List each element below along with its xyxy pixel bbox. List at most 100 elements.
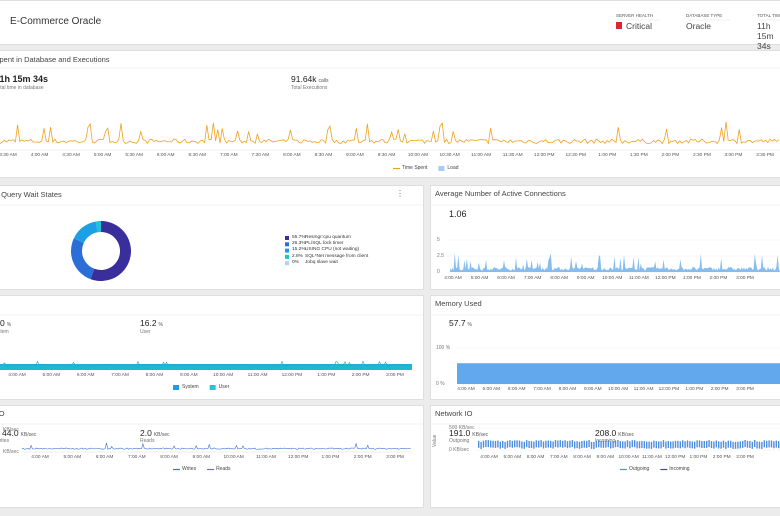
- y-tick-label: 5: [437, 236, 440, 243]
- series-bar: [562, 440, 564, 448]
- series-bar: [490, 440, 492, 448]
- series-band: [0, 364, 412, 370]
- series-line: [0, 360, 412, 366]
- panel-title: Memory Used: [435, 299, 482, 308]
- series-bar: [610, 441, 612, 449]
- page-title: E-Commerce Oracle: [10, 16, 102, 27]
- series-bar: [648, 441, 650, 449]
- unit: KB/sec: [153, 432, 170, 438]
- series-line: [21, 442, 411, 450]
- x-tick-label: 12:30 PM: [565, 153, 587, 158]
- series-bar: [653, 440, 655, 448]
- x-tick-label: 1:30 PM: [629, 153, 648, 158]
- panel-title: Disk IO: [0, 409, 5, 418]
- donut-slice: [71, 238, 95, 280]
- x-tick-label: 3:00 PM: [736, 387, 754, 392]
- x-tick-label: 1:00 PM: [317, 373, 336, 378]
- series-bar: [727, 440, 729, 448]
- metric-label: Total Executions: [291, 85, 328, 91]
- x-tick-label: 10:30 AM: [439, 153, 460, 158]
- series-bar: [578, 441, 581, 449]
- x-tick-label: 12:00 PM: [281, 373, 303, 378]
- series-bar: [492, 440, 494, 448]
- series-bar: [763, 440, 765, 448]
- x-tick-label: 6:00 AM: [526, 455, 545, 460]
- x-tick-label: 7:00 AM: [128, 455, 146, 460]
- series-bar: [670, 441, 672, 449]
- legend-label: Reads: [216, 466, 231, 472]
- x-tick-label: 3:00 PM: [736, 276, 754, 281]
- x-tick-label: 10:00 AM: [213, 373, 234, 378]
- series-bar: [650, 441, 653, 449]
- legend-value: 26.3%: [292, 241, 306, 246]
- series-bar: [638, 441, 641, 449]
- legend-value: 15.2%: [292, 247, 306, 253]
- y-tick-label: KB/sec: [3, 427, 19, 433]
- x-tick-label: 9:30 AM: [377, 153, 396, 158]
- x-tick-label: 12:00 PM: [655, 276, 676, 281]
- series-bar: [590, 441, 593, 449]
- x-tick-label: 2:00 PM: [712, 455, 731, 460]
- x-tick-label: 10:00 AM: [608, 387, 629, 392]
- legend-swatch: [285, 254, 289, 259]
- label: TOTAL TIME: [757, 13, 780, 18]
- series-bar: [598, 440, 600, 448]
- menu-icon: ⋮: [396, 189, 404, 198]
- series-bar: [646, 441, 648, 449]
- series-bar: [504, 441, 506, 449]
- series-bar: [761, 441, 763, 449]
- donut-slice: [73, 221, 98, 243]
- series-bar: [487, 440, 489, 448]
- x-tick-label: 7:00 AM: [111, 373, 129, 378]
- metric-label: Incoming: [595, 438, 616, 444]
- metric-value: 91.64k calls: [291, 74, 329, 84]
- series-bar: [583, 440, 585, 448]
- series-bar: [689, 441, 691, 449]
- legend-swatch: [438, 166, 445, 171]
- series-bar: [612, 441, 614, 449]
- y-tick-label: KB/sec: [3, 449, 19, 455]
- series-bar: [720, 441, 722, 449]
- series-bar: [674, 440, 677, 448]
- series-bar: [593, 441, 595, 449]
- series-bar: [665, 441, 667, 449]
- series-bar: [768, 440, 770, 448]
- x-tick-label: 10:00 AM: [618, 455, 639, 460]
- series-bar: [535, 440, 537, 448]
- series-bar: [698, 440, 701, 448]
- x-tick-label: 1:00 PM: [685, 387, 704, 392]
- metric-value: 11h 15m 34s: [0, 74, 49, 84]
- x-tick-label: 2:00 PM: [661, 153, 680, 158]
- series-bar: [547, 440, 549, 448]
- series-bar: [682, 440, 684, 448]
- series-bar: [518, 440, 521, 448]
- series-area: [457, 363, 780, 384]
- x-tick-label: 8:00 AM: [160, 455, 178, 460]
- series-bar: [588, 440, 590, 448]
- x-tick-label: 11:00 AM: [255, 455, 276, 460]
- series-bar: [533, 441, 535, 449]
- series-bar: [722, 440, 725, 448]
- x-tick-label: 9:00 AM: [180, 373, 198, 378]
- x-tick-label: 6:00 AM: [95, 455, 114, 460]
- series-bar: [641, 441, 643, 449]
- series-bar: [677, 440, 679, 448]
- unit: %: [158, 322, 163, 328]
- series-area: [450, 252, 780, 272]
- x-tick-label: 3:30 AM: [0, 153, 17, 158]
- series-bar: [754, 440, 756, 448]
- series-bar: [595, 440, 597, 448]
- series-bar: [542, 441, 545, 449]
- x-tick-label: 11:00 AM: [247, 373, 268, 378]
- x-tick-label: 4:00 AM: [8, 373, 26, 378]
- series-bar: [499, 441, 501, 449]
- series-bar: [758, 441, 761, 449]
- legend-swatch: [173, 385, 179, 390]
- series-bar: [545, 440, 547, 448]
- series-bar: [619, 441, 621, 449]
- x-tick-label: 9:00 AM: [192, 455, 211, 460]
- x-tick-label: 5:00 AM: [503, 455, 522, 460]
- legend-label: Resmgr:cpu quantum: [305, 234, 351, 240]
- series-bar: [626, 440, 629, 448]
- series-bar: [744, 440, 746, 448]
